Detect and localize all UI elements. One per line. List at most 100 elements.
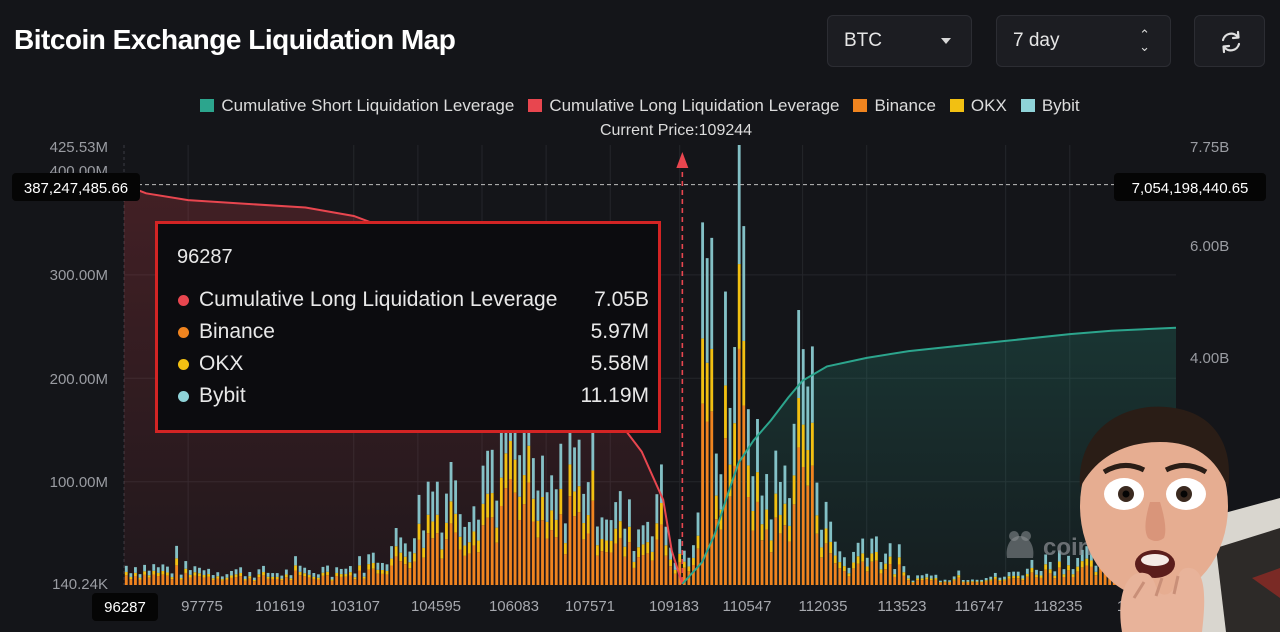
tooltip-dot bbox=[178, 327, 189, 338]
y-right-tick: 4.00B bbox=[1190, 350, 1229, 367]
y-left-tick: 100.00M bbox=[50, 474, 108, 491]
bar-okx bbox=[637, 547, 640, 558]
bar-okx bbox=[353, 577, 357, 580]
refresh-button[interactable] bbox=[1194, 15, 1265, 67]
bar-bybit bbox=[422, 530, 426, 548]
bar-binance bbox=[609, 552, 613, 585]
bar-bybit bbox=[692, 545, 695, 558]
bar-bybit bbox=[842, 557, 846, 567]
chart-tooltip: 96287 Cumulative Long Liquidation Levera… bbox=[155, 221, 661, 433]
bar-binance bbox=[870, 561, 874, 585]
bar-bybit bbox=[321, 566, 325, 573]
bar-binance bbox=[810, 465, 814, 585]
bar-bybit bbox=[705, 258, 709, 363]
legend-item[interactable]: Binance bbox=[853, 96, 936, 116]
bar-bybit bbox=[490, 449, 494, 494]
bar-bybit bbox=[637, 529, 640, 548]
tooltip-row: Bybit 11.19M bbox=[176, 384, 649, 410]
bar-binance bbox=[376, 573, 380, 585]
bar-okx bbox=[522, 475, 526, 505]
bar-binance bbox=[463, 555, 467, 585]
bar-okx bbox=[1039, 575, 1043, 578]
bar-bybit bbox=[627, 499, 631, 527]
bar-okx bbox=[298, 571, 302, 576]
bar-bybit bbox=[344, 568, 348, 574]
bar-binance bbox=[568, 496, 572, 585]
tooltip-name: Binance bbox=[199, 320, 275, 343]
bar-okx bbox=[1076, 566, 1080, 572]
bar-okx bbox=[984, 580, 988, 582]
bar-bybit bbox=[1030, 559, 1034, 568]
range-select[interactable]: 7 day ⌃ ⌄ bbox=[996, 15, 1171, 67]
bar-bybit bbox=[993, 572, 997, 577]
bar-bybit bbox=[211, 575, 215, 579]
bar-binance bbox=[550, 530, 554, 585]
bar-bybit bbox=[220, 576, 224, 580]
bar-bybit bbox=[916, 575, 919, 579]
bar-bybit bbox=[719, 474, 723, 510]
bar-okx bbox=[545, 521, 549, 539]
bar-okx bbox=[966, 581, 970, 583]
bar-bybit bbox=[147, 570, 151, 576]
bar-bybit bbox=[554, 489, 558, 520]
bar-bybit bbox=[216, 572, 220, 577]
asset-select[interactable]: BTC bbox=[827, 15, 972, 67]
bar-binance bbox=[1085, 565, 1089, 585]
bar-bybit bbox=[454, 480, 458, 514]
bar-bybit bbox=[303, 567, 307, 574]
tooltip-dot bbox=[178, 295, 189, 306]
crosshair-right-value: 7,054,198,440.65 bbox=[1132, 180, 1249, 197]
tooltip-name: Bybit bbox=[199, 384, 246, 407]
bar-bybit bbox=[312, 573, 316, 577]
tooltip-name: Cumulative Long Liquidation Leverage bbox=[199, 288, 558, 311]
bar-okx bbox=[170, 577, 174, 580]
current-price-arrow-icon bbox=[676, 152, 689, 168]
bar-bybit bbox=[925, 573, 929, 578]
bar-bybit bbox=[865, 557, 869, 567]
bar-bybit bbox=[1085, 546, 1089, 559]
legend-item[interactable]: Cumulative Long Liquidation Leverage bbox=[528, 96, 839, 116]
bar-binance bbox=[284, 577, 288, 585]
bar-bybit bbox=[431, 491, 435, 522]
bar-bybit bbox=[737, 145, 741, 265]
bar-okx bbox=[939, 582, 942, 583]
bar-okx bbox=[669, 559, 673, 567]
bar-binance bbox=[339, 576, 343, 585]
bar-okx bbox=[1089, 560, 1093, 567]
bar-binance bbox=[957, 577, 961, 585]
bar-binance bbox=[294, 570, 297, 585]
bar-okx bbox=[266, 576, 270, 579]
legend-item[interactable]: Bybit bbox=[1020, 96, 1080, 116]
chevron-down-icon bbox=[941, 38, 951, 44]
bar-bybit bbox=[230, 570, 233, 576]
bar-okx bbox=[394, 546, 398, 557]
bar-okx bbox=[971, 581, 974, 583]
bar-okx bbox=[550, 510, 554, 531]
bar-bybit bbox=[358, 556, 361, 566]
bar-okx bbox=[381, 570, 384, 574]
bar-binance bbox=[820, 557, 823, 585]
bar-binance bbox=[605, 552, 608, 585]
bar-binance bbox=[531, 521, 535, 585]
legend-item[interactable]: Cumulative Short Liquidation Leverage bbox=[200, 96, 514, 116]
bar-bybit bbox=[463, 526, 467, 546]
bar-okx bbox=[422, 547, 426, 558]
bar-binance bbox=[842, 571, 846, 585]
bar-bybit bbox=[934, 574, 938, 579]
bar-okx bbox=[179, 577, 183, 580]
bar-binance bbox=[792, 504, 796, 585]
legend-item[interactable]: OKX bbox=[949, 96, 1007, 116]
tooltip-row: Cumulative Long Liquidation Leverage 7.05… bbox=[176, 288, 649, 314]
bar-binance bbox=[888, 564, 892, 585]
bar-bybit bbox=[879, 562, 883, 570]
bar-bybit bbox=[1003, 576, 1006, 580]
bar-bybit bbox=[696, 512, 700, 536]
bar-binance bbox=[1108, 575, 1112, 585]
bar-bybit bbox=[801, 349, 805, 425]
bar-binance bbox=[490, 517, 494, 585]
bar-okx bbox=[230, 575, 233, 578]
bar-okx bbox=[842, 566, 846, 572]
bar-bybit bbox=[1012, 571, 1016, 576]
bar-binance bbox=[806, 485, 810, 585]
bar-okx bbox=[664, 545, 668, 556]
